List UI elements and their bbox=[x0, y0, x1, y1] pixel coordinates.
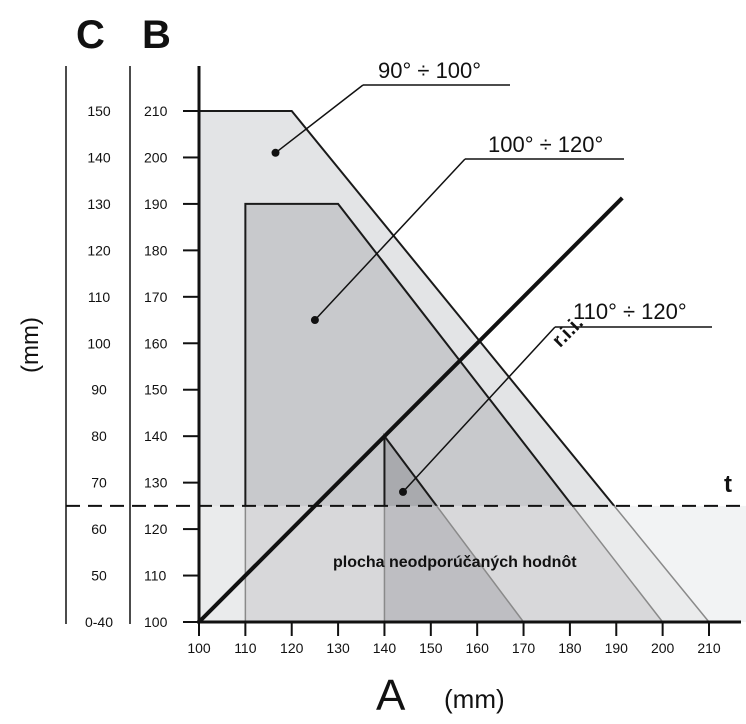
x-tick-label: 130 bbox=[326, 640, 350, 656]
c-tick-label: 60 bbox=[91, 521, 107, 537]
b-tick-label: 210 bbox=[144, 103, 168, 119]
c-tick-label: 120 bbox=[87, 242, 111, 258]
annotation-leader bbox=[314, 158, 466, 321]
x-tick-label: 160 bbox=[466, 640, 490, 656]
x-tick-label: 200 bbox=[651, 640, 675, 656]
annotation-label: 100° ÷ 120° bbox=[488, 132, 603, 157]
y-axis-unit: (mm) bbox=[17, 317, 44, 373]
c-tick-label: 90 bbox=[91, 382, 107, 398]
c-tick-label: 50 bbox=[91, 568, 107, 584]
b-tick-label: 200 bbox=[144, 149, 168, 165]
b-tick-label: 150 bbox=[144, 382, 168, 398]
b-tick-label: 160 bbox=[144, 335, 168, 351]
x-tick-label: 140 bbox=[373, 640, 397, 656]
b-tick-label: 170 bbox=[144, 289, 168, 305]
c-tick-label: 70 bbox=[91, 475, 107, 491]
x-axis-letter: A bbox=[376, 671, 406, 720]
c-tick-label: 110 bbox=[88, 289, 111, 305]
x-tick-label: 210 bbox=[697, 640, 721, 656]
x-axis-unit: (mm) bbox=[444, 684, 505, 714]
region-outline-2 bbox=[244, 202, 574, 506]
annotation-label: 110° ÷ 120° bbox=[573, 299, 687, 324]
t-label: t bbox=[724, 471, 732, 498]
x-tick-label: 150 bbox=[419, 640, 443, 656]
c-axis-letter: C bbox=[76, 13, 105, 57]
b-tick-label: 140 bbox=[144, 428, 168, 444]
b-tick-label: 100 bbox=[144, 614, 168, 630]
x-tick-label: 180 bbox=[558, 640, 582, 656]
annotation-leader bbox=[275, 84, 364, 154]
annotation-label: 90° ÷ 100° bbox=[378, 58, 481, 83]
c-tick-label: 80 bbox=[91, 428, 107, 444]
x-tick-label: 110 bbox=[234, 640, 257, 656]
x-tick-label: 170 bbox=[512, 640, 536, 656]
b-tick-label: 190 bbox=[144, 196, 168, 212]
c-tick-label: 100 bbox=[87, 335, 111, 351]
b-tick-label: 180 bbox=[144, 242, 168, 258]
c-tick-label: 150 bbox=[87, 103, 111, 119]
x-tick-label: 100 bbox=[187, 640, 211, 656]
rii-line bbox=[197, 196, 624, 624]
b-tick-label: 130 bbox=[144, 475, 168, 491]
c-tick-label: 0-40 bbox=[85, 614, 113, 630]
x-tick-label: 120 bbox=[280, 640, 304, 656]
region-outline-lower-3 bbox=[383, 505, 525, 623]
unrecommended-area-label: plocha neodporúčaných hodnôt bbox=[333, 554, 577, 571]
c-tick-label: 130 bbox=[87, 196, 111, 212]
region-fill-2 bbox=[245, 203, 573, 506]
b-tick-label: 120 bbox=[144, 521, 168, 537]
c-tick-label: 140 bbox=[87, 149, 111, 165]
x-tick-label: 190 bbox=[605, 640, 629, 656]
b-tick-label: 110 bbox=[144, 568, 167, 584]
annotation-leader bbox=[402, 326, 556, 493]
b-axis-letter: B bbox=[142, 13, 171, 57]
